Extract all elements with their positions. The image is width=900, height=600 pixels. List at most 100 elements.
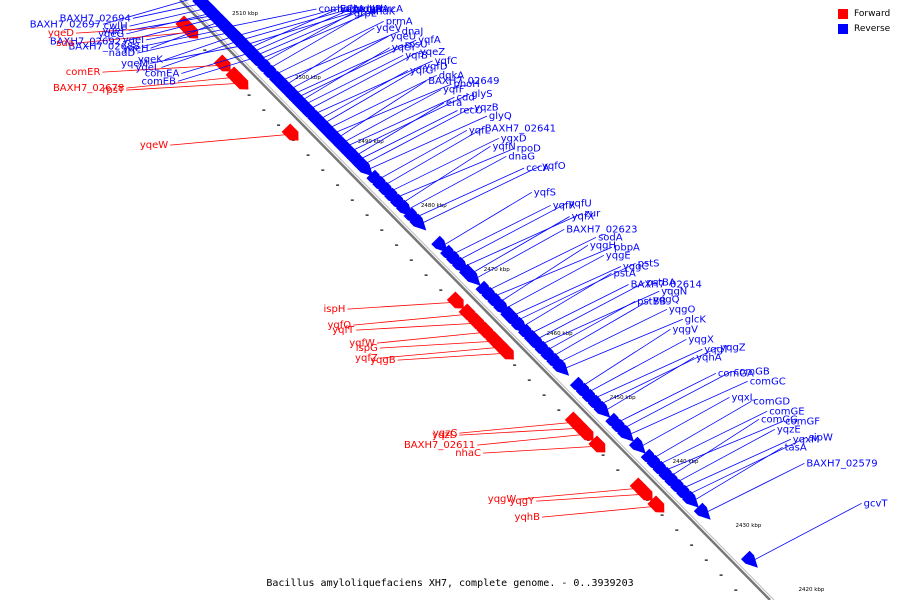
gene-feature-sda[interactable] — [181, 21, 199, 39]
gene-label[interactable]: BAXH7_02623 — [566, 224, 637, 235]
gene-label[interactable]: BAXH7_02579 — [806, 458, 877, 469]
gene-label[interactable]: phoH — [454, 79, 480, 90]
gene-label[interactable]: yqgV — [673, 324, 699, 335]
gene-label[interactable]: yqgO — [669, 304, 696, 315]
gene-label[interactable]: yqgH — [590, 240, 616, 251]
gene-label[interactable]: BAXH7_02697 — [30, 19, 101, 30]
gene-feature-BAXH7_02611[interactable] — [576, 423, 594, 441]
gene-feature-yqgY[interactable] — [635, 483, 653, 501]
gene-label[interactable]: yqfX — [572, 212, 595, 223]
gene-label[interactable]: yqfO — [542, 161, 566, 172]
gene-label[interactable]: yqzB — [474, 102, 499, 113]
gene-label[interactable]: yqzE — [777, 424, 801, 435]
gene-feature-comGC[interactable] — [617, 424, 634, 442]
gene-label[interactable]: recO — [460, 106, 484, 117]
gene-label[interactable]: BAXH7_02614 — [631, 280, 702, 291]
gene-label[interactable]: yqxM — [793, 434, 820, 445]
gene-label[interactable]: grpE — [354, 8, 377, 19]
gene-label[interactable]: rpoD — [517, 143, 542, 154]
gene-feature-yqeW[interactable] — [281, 123, 299, 141]
gene-label[interactable]: gcvT — [864, 498, 889, 509]
gene-label[interactable]: prmA — [386, 16, 413, 27]
gene-label[interactable]: sipW — [809, 432, 833, 443]
gene-label[interactable]: yqgC — [623, 262, 649, 273]
gene-label[interactable]: yqfF — [443, 85, 465, 96]
gene-label[interactable]: yqeZ — [420, 47, 445, 58]
gene-label[interactable]: cwlH — [104, 21, 128, 32]
gene-label[interactable]: yqfD — [424, 62, 448, 73]
gene-label[interactable]: comGB — [734, 366, 770, 377]
gene-label[interactable]: yqeM — [121, 58, 148, 69]
gene-label[interactable]: dnaG — [508, 151, 535, 162]
gene-label[interactable]: yqeU — [390, 31, 416, 42]
gene-label[interactable]: yqgW — [488, 494, 517, 505]
gene-label[interactable]: pbpA — [614, 242, 640, 253]
gene-feature-yqxL[interactable] — [628, 436, 646, 454]
gene-label[interactable]: yqfA — [418, 35, 441, 46]
gene-label[interactable]: nadD — [109, 48, 136, 59]
gene-label[interactable]: yqeK — [138, 55, 163, 66]
gene-label[interactable]: comEC — [319, 4, 354, 15]
gene-label[interactable]: comEA — [145, 69, 180, 80]
gene-label[interactable]: comGA — [718, 368, 754, 379]
gene-label[interactable]: era — [446, 98, 462, 109]
gene-feature-yqhB[interactable] — [647, 495, 665, 513]
gene-label[interactable]: yqfC — [435, 56, 458, 67]
gene-label[interactable]: yqgQ — [653, 294, 680, 305]
gene-label[interactable]: yqzC — [433, 428, 458, 439]
gene-label[interactable]: BAXH7_02611 — [404, 440, 475, 451]
gene-feature-glcK[interactable] — [552, 358, 570, 376]
gene-label[interactable]: pstS — [638, 258, 660, 269]
gene-label[interactable]: yqgZ — [720, 342, 746, 353]
gene-label[interactable]: dnaJ — [402, 26, 424, 37]
gene-label[interactable]: zur — [585, 208, 602, 219]
gene-label[interactable]: BAXH7_02694 — [60, 13, 131, 24]
gene-label[interactable]: yqhB — [515, 512, 541, 523]
gene-label[interactable]: ispH — [324, 304, 346, 315]
gene-label[interactable]: comGG — [761, 414, 798, 425]
gene-label[interactable]: BAXH7_02641 — [485, 123, 556, 134]
gene-label[interactable]: yqeI — [123, 35, 144, 46]
gene-label[interactable]: pstA — [614, 268, 636, 279]
gene-feature-yqfW[interactable] — [476, 321, 494, 339]
gene-feature-comER[interactable] — [213, 54, 231, 72]
gene-label[interactable]: BAXH7_02692 — [50, 37, 121, 48]
gene-label[interactable]: yqeL — [136, 63, 160, 74]
gene-label[interactable]: BAXH7_02649 — [428, 76, 499, 87]
gene-label[interactable]: holA — [337, 4, 359, 15]
gene-label[interactable]: lepA — [367, 4, 389, 15]
gene-feature-yqfS[interactable] — [431, 235, 449, 253]
gene-feature-gcvT[interactable] — [741, 550, 758, 568]
gene-label[interactable]: pstBA — [647, 278, 676, 289]
gene-label[interactable]: yqeD — [48, 28, 74, 39]
gene-label[interactable]: yqfT — [332, 325, 355, 336]
gene-label[interactable]: yqfZ — [355, 353, 378, 364]
gene-label[interactable]: yqfU — [569, 198, 592, 209]
gene-label[interactable]: comGE — [769, 406, 804, 417]
gene-label[interactable]: ispG — [356, 343, 378, 354]
gene-label[interactable]: comGD — [753, 396, 790, 407]
gene-label[interactable]: glyQ — [489, 111, 512, 122]
gene-feature-BAXH7_02579[interactable] — [693, 502, 711, 520]
gene-label[interactable]: nhaC — [455, 448, 481, 459]
gene-label[interactable]: yqeH — [123, 43, 149, 54]
gene-label[interactable]: pstBB — [637, 296, 666, 307]
gene-label[interactable]: yqfB — [405, 50, 428, 61]
gene-label[interactable]: sda — [56, 38, 74, 49]
gene-label[interactable]: glcK — [685, 314, 707, 325]
gene-label[interactable]: comEB — [141, 76, 176, 87]
gene-feature-yqfO[interactable] — [409, 213, 427, 231]
gene-label[interactable]: yqfS — [534, 187, 556, 198]
gene-feature-ispH[interactable] — [446, 291, 464, 309]
gene-label[interactable]: yqfW — [349, 338, 375, 349]
gene-label[interactable]: cccA — [526, 163, 549, 174]
gene-feature-comEB[interactable] — [245, 46, 263, 64]
gene-label[interactable]: yqgX — [688, 334, 714, 345]
gene-label[interactable]: dnaK — [370, 6, 396, 17]
gene-label[interactable]: yqfQ — [328, 320, 352, 331]
gene-label[interactable]: yqxA — [340, 4, 365, 15]
gene-label[interactable]: comGC — [750, 376, 786, 387]
gene-feature-glyQ[interactable] — [356, 159, 374, 177]
gene-label[interactable]: dgkA — [439, 70, 464, 81]
gene-label[interactable]: rpsT — [102, 85, 125, 96]
